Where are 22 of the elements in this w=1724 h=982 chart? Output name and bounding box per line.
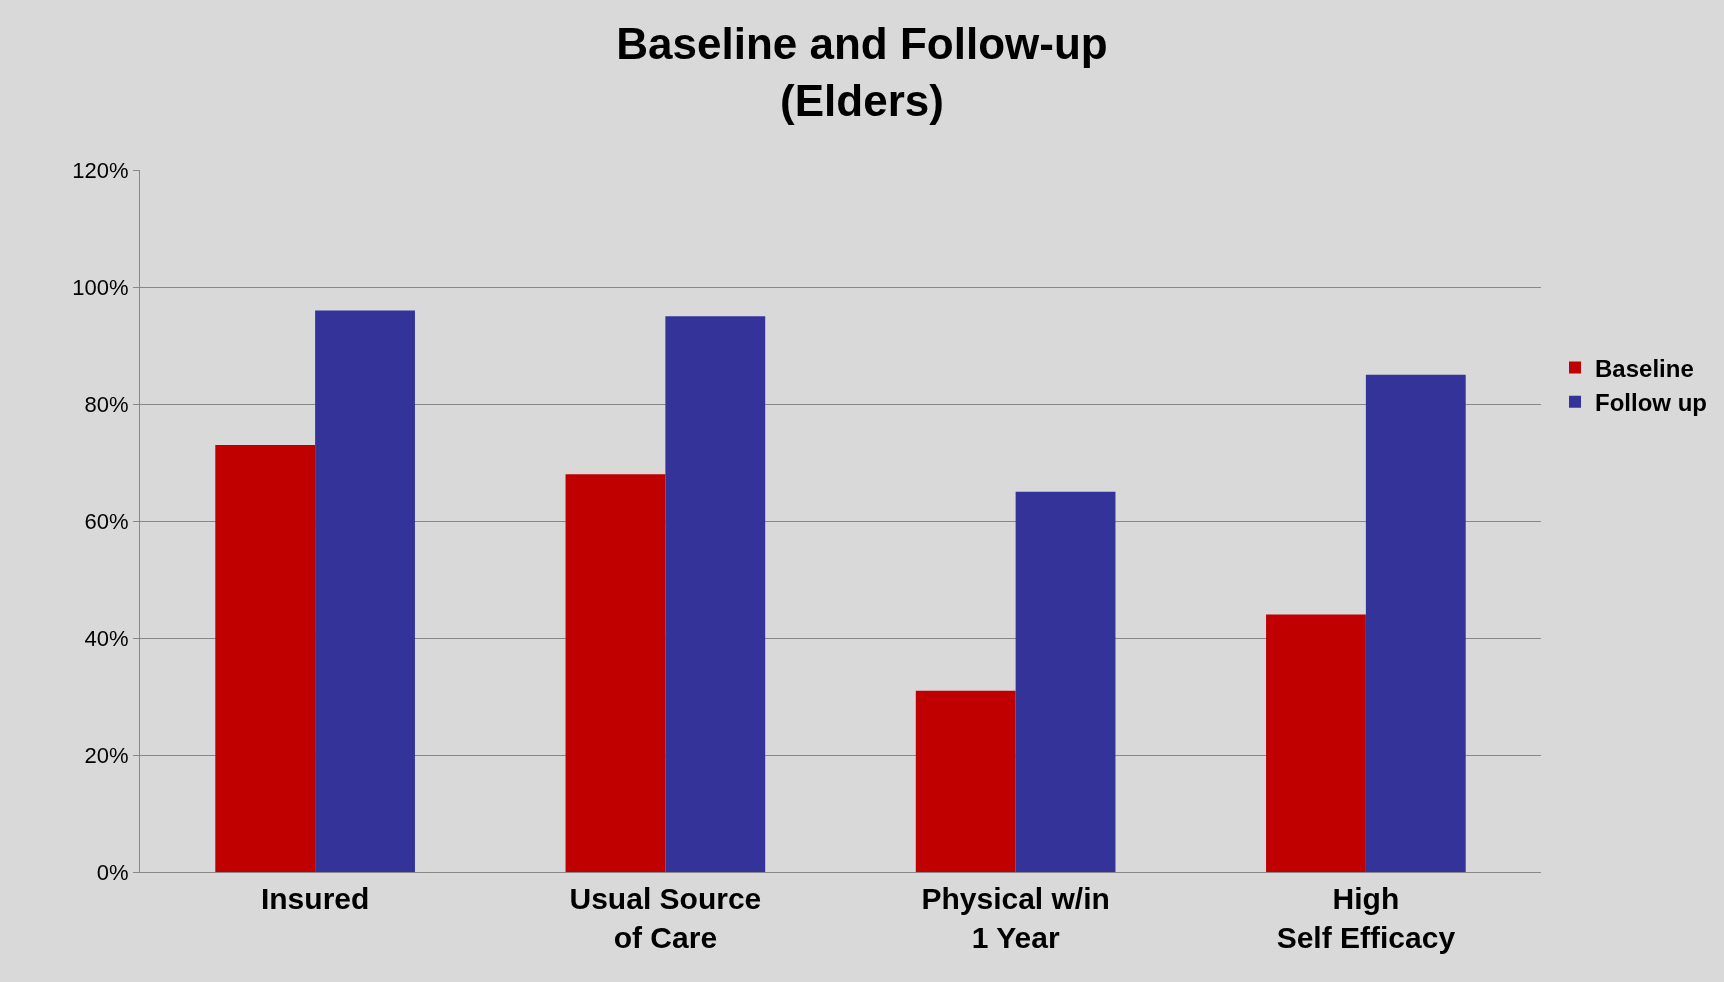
y-tick-label: 100% [72, 274, 129, 300]
bar [1266, 614, 1366, 872]
legend-label: Baseline [1595, 354, 1694, 382]
y-tick-label: 0% [96, 859, 129, 885]
legend-label: Follow up [1595, 389, 1707, 417]
bar [215, 444, 316, 872]
bar [915, 690, 1016, 872]
bar [565, 474, 666, 872]
y-tick-label: 40% [84, 625, 129, 651]
bar [1365, 374, 1466, 872]
y-tick-label: 60% [84, 508, 129, 534]
chart-title: Baseline and Follow-up (Elders) [616, 18, 1108, 126]
x-tick-label: High Self Efficacy [1276, 882, 1456, 954]
y-tick-label: 80% [84, 391, 129, 417]
y-tick-label: 120% [72, 157, 129, 183]
bar [1015, 491, 1116, 872]
x-tick-label: Insured [260, 882, 370, 915]
bar [665, 316, 766, 872]
bar [315, 310, 415, 872]
x-tick-label: Physical w/in 1 Year [921, 882, 1110, 954]
y-tick-label: 20% [84, 742, 129, 768]
x-tick-label: Usual Source of Care [569, 882, 762, 954]
